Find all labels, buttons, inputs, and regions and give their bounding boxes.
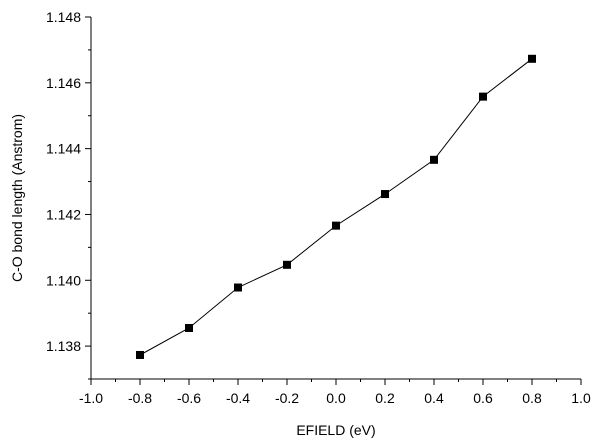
x-tick-label: -0.6 [177,390,201,406]
data-point-marker [136,350,144,359]
x-tick-label: -1.0 [79,390,103,406]
x-tick-label: 0.8 [522,390,542,406]
x-tick-label: 0.2 [375,390,395,406]
series-line [139,58,533,356]
x-tick-label: -0.8 [128,390,152,406]
data-point-marker [283,260,291,269]
y-tick-label: 1.148 [46,9,81,25]
data-point-marker [234,283,242,292]
data-point-marker [332,221,340,230]
x-tick-label: 0.6 [473,390,493,406]
y-tick-label: 1.144 [46,141,81,157]
data-point-marker [381,190,389,199]
data-point-marker [479,92,487,101]
y-tick-label: 1.138 [46,338,81,354]
series-line-layer [139,58,533,356]
y-tick-label: 1.140 [46,272,81,288]
x-tick-label: -0.2 [275,390,299,406]
x-tick-label: 0.4 [424,390,444,406]
x-tick-label: 0.0 [326,390,346,406]
y-tick-label: 1.142 [46,206,81,222]
ticks: -1.0 -0.8 -0.6 -0.4 -0.2 0.0 0.2 0.4 0.6 0.8 1.0 1.… [46,9,591,406]
data-point-marker [185,323,193,332]
data-point-marker [528,54,536,63]
x-tick-label: 1.0 [571,390,591,406]
series-markers [136,54,536,359]
y-axis-label: C-O bond length (Anstrom) [9,114,25,282]
x-axis-label: EFIELD (eV) [296,422,375,438]
y-tick-label: 1.146 [46,75,81,91]
data-point-marker [430,155,438,164]
x-tick-label: -0.4 [226,390,250,406]
axes [90,17,581,380]
